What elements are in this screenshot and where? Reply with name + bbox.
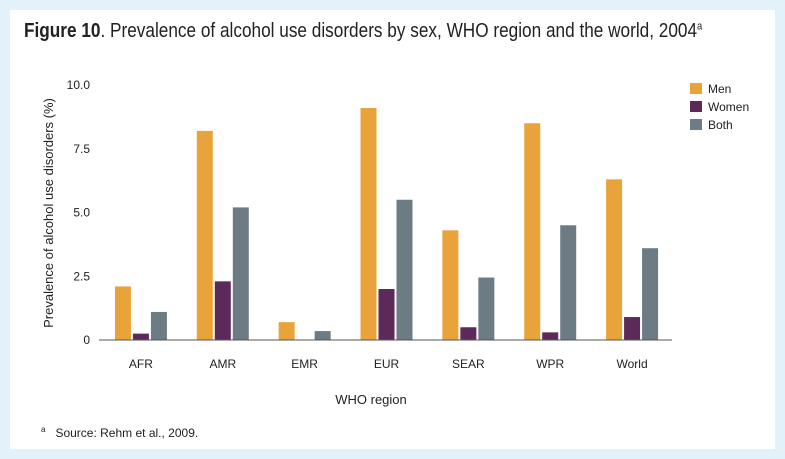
chart-title: Figure 10. Prevalence of alcohol use dis… (24, 20, 702, 43)
y-axis-ticks: 0 2.5 5.0 7.5 10.0 (67, 78, 91, 347)
bar-men-sear (442, 230, 459, 340)
bars (114, 107, 659, 340)
footnote-marker: a (41, 425, 46, 434)
legend: Men Women Both (690, 82, 749, 132)
bar-women-eur (378, 289, 395, 340)
bar-men-emr (278, 322, 295, 340)
footnote-text: Source: Rehm et al., 2009. (55, 426, 199, 440)
y-axis-label: Prevalence of alcohol use disorders (%) (41, 98, 56, 328)
bar-both-afr (150, 311, 167, 340)
x-axis-label: WHO region (335, 392, 407, 407)
bar-women-wpr (542, 332, 559, 340)
legend-swatch-men (690, 83, 702, 94)
legend-label-both: Both (708, 118, 733, 132)
bar-both-wpr (560, 225, 577, 340)
bar-men-amr (196, 130, 213, 340)
x-tick-label: WPR (536, 357, 564, 371)
legend-swatch-both (690, 119, 702, 130)
bar-women-afr (132, 333, 149, 340)
x-tick-label: World (617, 357, 648, 371)
footnote: a Source: Rehm et al., 2009. (41, 425, 198, 440)
y-tick-label: 2.5 (73, 269, 90, 283)
bar-women-sear (460, 327, 477, 340)
bar-both-world (642, 248, 659, 340)
bar-men-eur (360, 107, 377, 340)
bar-women-world (624, 317, 641, 340)
bar-women-amr (214, 281, 231, 340)
bar-both-emr (314, 331, 331, 340)
y-tick-label: 10.0 (67, 78, 91, 92)
bar-men-afr (114, 286, 131, 340)
x-tick-label: SEAR (452, 357, 485, 371)
title-text: . Prevalence of alcohol use disorders by… (100, 20, 698, 42)
bar-both-eur (396, 199, 413, 340)
bar-both-sear (478, 277, 495, 340)
x-tick-label: EUR (374, 357, 400, 371)
x-tick-label: EMR (291, 357, 318, 371)
x-tick-label: AFR (129, 357, 153, 371)
y-tick-label: 0 (83, 333, 90, 347)
legend-label-men: Men (708, 82, 731, 96)
figure-label: Figure 10 (24, 20, 101, 42)
bar-men-world (606, 179, 623, 340)
x-tick-label: AMR (209, 357, 236, 371)
legend-swatch-women (690, 101, 702, 112)
legend-label-women: Women (708, 100, 749, 114)
bar-both-amr (232, 207, 249, 340)
y-tick-label: 7.5 (73, 142, 90, 156)
y-tick-label: 5.0 (73, 206, 90, 220)
chart-panel (10, 10, 775, 449)
bar-men-wpr (524, 123, 541, 340)
x-axis-ticks: AFR AMR EMR EUR SEAR WPR World (129, 357, 648, 371)
title-superscript: a (697, 20, 703, 33)
